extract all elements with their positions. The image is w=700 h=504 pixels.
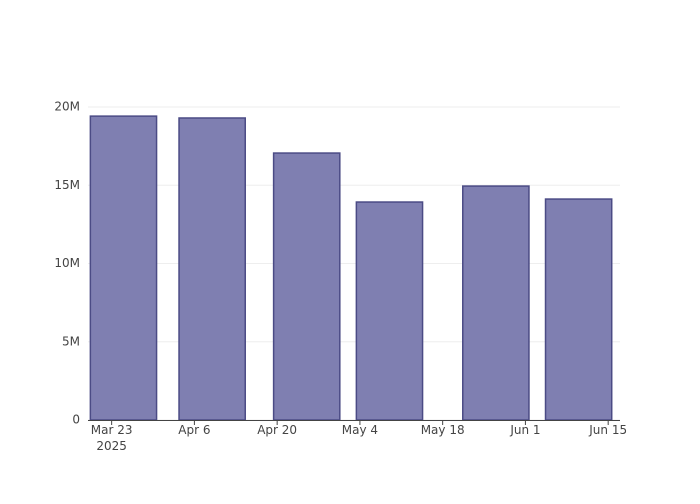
x-tick-label-line: Mar 23 [91, 423, 133, 437]
x-tick-label: Apr 20 [257, 423, 297, 437]
bar [355, 201, 424, 421]
x-tick-label-line: Apr 6 [178, 423, 210, 437]
x-tick-label-line: May 18 [421, 423, 465, 437]
bar [544, 198, 613, 421]
x-tick-label: Jun 1 [509, 423, 540, 437]
x-tick-label-line: Jun 15 [588, 423, 627, 437]
x-tick-label-line: May 4 [342, 423, 378, 437]
x-tick-label: Jun 15 [588, 423, 627, 437]
x-tick-label: Apr 6 [178, 423, 210, 437]
x-tick-label-line: 2025 [96, 439, 127, 453]
y-tick-label: 0 [72, 413, 80, 427]
y-tick-label: 20M [54, 100, 80, 114]
bar [272, 152, 341, 421]
y-tick-label: 5M [62, 334, 80, 348]
x-tick-label-line: Jun 1 [509, 423, 540, 437]
x-tick-label: May 18 [421, 423, 465, 437]
x-tick-label-line: Apr 20 [257, 423, 297, 437]
y-tick-label: 15M [54, 178, 80, 192]
x-tick-label: Mar 23 2025 [91, 423, 133, 453]
y-tick-label: 10M [54, 256, 80, 270]
bar [178, 117, 246, 421]
bar [89, 115, 158, 421]
x-tick-label: May 4 [342, 423, 378, 437]
bar [462, 185, 530, 421]
